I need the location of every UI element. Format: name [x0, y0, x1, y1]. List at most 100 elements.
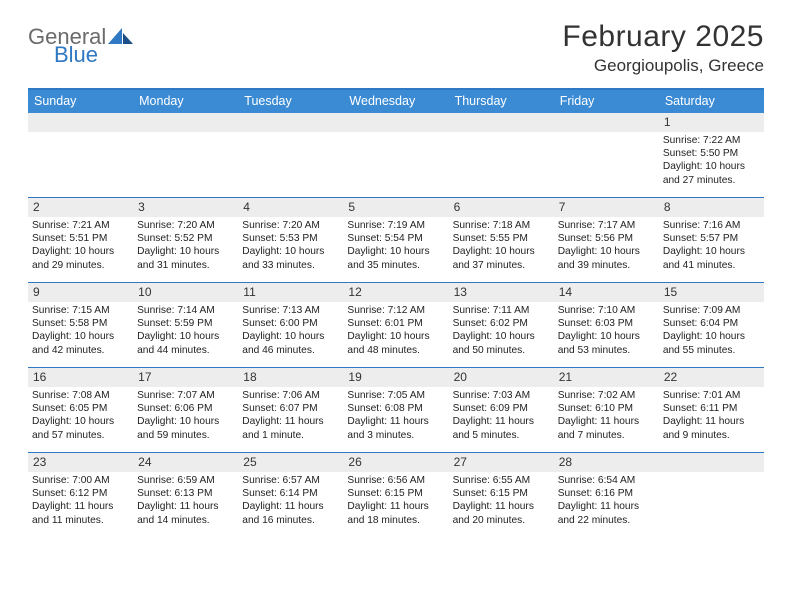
- day-cell: 16Sunrise: 7:08 AMSunset: 6:05 PMDayligh…: [28, 368, 133, 452]
- sunrise-text: Sunrise: 6:57 AM: [242, 474, 339, 487]
- day-number: 6: [449, 198, 554, 217]
- sunset-text: Sunset: 6:15 PM: [453, 487, 550, 500]
- day-number: 19: [343, 368, 448, 387]
- sunset-text: Sunset: 5:59 PM: [137, 317, 234, 330]
- sunrise-text: Sunrise: 7:14 AM: [137, 304, 234, 317]
- calendar: SundayMondayTuesdayWednesdayThursdayFrid…: [28, 90, 764, 537]
- day-cell: 12Sunrise: 7:12 AMSunset: 6:01 PMDayligh…: [343, 283, 448, 367]
- sunset-text: Sunset: 6:06 PM: [137, 402, 234, 415]
- day-number: 11: [238, 283, 343, 302]
- sunset-text: Sunset: 6:13 PM: [137, 487, 234, 500]
- sunset-text: Sunset: 5:54 PM: [347, 232, 444, 245]
- day-number: 8: [659, 198, 764, 217]
- sunset-text: Sunset: 6:05 PM: [32, 402, 129, 415]
- day-number: 17: [133, 368, 238, 387]
- day-cell: 3Sunrise: 7:20 AMSunset: 5:52 PMDaylight…: [133, 198, 238, 282]
- day-number: 20: [449, 368, 554, 387]
- sunrise-text: Sunrise: 7:19 AM: [347, 219, 444, 232]
- daylight-text: Daylight: 11 hours and 14 minutes.: [137, 500, 234, 526]
- daylight-text: Daylight: 11 hours and 20 minutes.: [453, 500, 550, 526]
- daylight-text: Daylight: 10 hours and 33 minutes.: [242, 245, 339, 271]
- day-cell: 23Sunrise: 7:00 AMSunset: 6:12 PMDayligh…: [28, 453, 133, 537]
- day-cell: 1Sunrise: 7:22 AMSunset: 5:50 PMDaylight…: [659, 113, 764, 197]
- sunrise-text: Sunrise: 7:05 AM: [347, 389, 444, 402]
- sunset-text: Sunset: 5:57 PM: [663, 232, 760, 245]
- sunset-text: Sunset: 5:58 PM: [32, 317, 129, 330]
- empty-cell: [133, 113, 238, 197]
- daylight-text: Daylight: 10 hours and 29 minutes.: [32, 245, 129, 271]
- daylight-text: Daylight: 11 hours and 1 minute.: [242, 415, 339, 441]
- daylight-text: Daylight: 11 hours and 3 minutes.: [347, 415, 444, 441]
- sunrise-text: Sunrise: 7:18 AM: [453, 219, 550, 232]
- daylight-text: Daylight: 11 hours and 11 minutes.: [32, 500, 129, 526]
- sunrise-text: Sunrise: 7:01 AM: [663, 389, 760, 402]
- day-number: 4: [238, 198, 343, 217]
- day-header: Friday: [554, 90, 659, 113]
- daylight-text: Daylight: 10 hours and 48 minutes.: [347, 330, 444, 356]
- week-row: 1Sunrise: 7:22 AMSunset: 5:50 PMDaylight…: [28, 113, 764, 198]
- daylight-text: Daylight: 10 hours and 39 minutes.: [558, 245, 655, 271]
- week-row: 23Sunrise: 7:00 AMSunset: 6:12 PMDayligh…: [28, 453, 764, 537]
- day-number: [554, 113, 659, 132]
- daylight-text: Daylight: 10 hours and 44 minutes.: [137, 330, 234, 356]
- day-number: [659, 453, 764, 472]
- sunset-text: Sunset: 6:02 PM: [453, 317, 550, 330]
- day-number: 26: [343, 453, 448, 472]
- sunrise-text: Sunrise: 7:00 AM: [32, 474, 129, 487]
- daylight-text: Daylight: 10 hours and 46 minutes.: [242, 330, 339, 356]
- daylight-text: Daylight: 10 hours and 42 minutes.: [32, 330, 129, 356]
- day-number: 21: [554, 368, 659, 387]
- day-cell: 21Sunrise: 7:02 AMSunset: 6:10 PMDayligh…: [554, 368, 659, 452]
- sunset-text: Sunset: 5:56 PM: [558, 232, 655, 245]
- sunset-text: Sunset: 6:08 PM: [347, 402, 444, 415]
- sunset-text: Sunset: 6:07 PM: [242, 402, 339, 415]
- daylight-text: Daylight: 11 hours and 22 minutes.: [558, 500, 655, 526]
- header: General February 2025 Georgioupolis, Gre…: [28, 20, 764, 76]
- sunrise-text: Sunrise: 7:21 AM: [32, 219, 129, 232]
- sunrise-text: Sunrise: 6:59 AM: [137, 474, 234, 487]
- day-number: 27: [449, 453, 554, 472]
- daylight-text: Daylight: 10 hours and 41 minutes.: [663, 245, 760, 271]
- daylight-text: Daylight: 10 hours and 37 minutes.: [453, 245, 550, 271]
- day-cell: 4Sunrise: 7:20 AMSunset: 5:53 PMDaylight…: [238, 198, 343, 282]
- day-cell: 2Sunrise: 7:21 AMSunset: 5:51 PMDaylight…: [28, 198, 133, 282]
- sunrise-text: Sunrise: 7:09 AM: [663, 304, 760, 317]
- daylight-text: Daylight: 11 hours and 9 minutes.: [663, 415, 760, 441]
- day-header: Thursday: [449, 90, 554, 113]
- day-cell: 8Sunrise: 7:16 AMSunset: 5:57 PMDaylight…: [659, 198, 764, 282]
- day-cell: 7Sunrise: 7:17 AMSunset: 5:56 PMDaylight…: [554, 198, 659, 282]
- day-cell: 26Sunrise: 6:56 AMSunset: 6:15 PMDayligh…: [343, 453, 448, 537]
- day-cell: 10Sunrise: 7:14 AMSunset: 5:59 PMDayligh…: [133, 283, 238, 367]
- sunrise-text: Sunrise: 7:02 AM: [558, 389, 655, 402]
- sunset-text: Sunset: 6:15 PM: [347, 487, 444, 500]
- daylight-text: Daylight: 11 hours and 7 minutes.: [558, 415, 655, 441]
- day-number: [133, 113, 238, 132]
- day-number: 28: [554, 453, 659, 472]
- daylight-text: Daylight: 11 hours and 5 minutes.: [453, 415, 550, 441]
- brand-text-blue: Blue: [54, 42, 98, 68]
- sunrise-text: Sunrise: 7:10 AM: [558, 304, 655, 317]
- daylight-text: Daylight: 10 hours and 53 minutes.: [558, 330, 655, 356]
- sunrise-text: Sunrise: 7:15 AM: [32, 304, 129, 317]
- day-number: 22: [659, 368, 764, 387]
- sunrise-text: Sunrise: 7:06 AM: [242, 389, 339, 402]
- sunrise-text: Sunrise: 7:03 AM: [453, 389, 550, 402]
- sunset-text: Sunset: 6:16 PM: [558, 487, 655, 500]
- sunset-text: Sunset: 6:01 PM: [347, 317, 444, 330]
- sunset-text: Sunset: 5:52 PM: [137, 232, 234, 245]
- sunset-text: Sunset: 6:04 PM: [663, 317, 760, 330]
- day-number: 7: [554, 198, 659, 217]
- day-number: 1: [659, 113, 764, 132]
- empty-cell: [238, 113, 343, 197]
- month-title: February 2025: [562, 20, 764, 54]
- day-number: [449, 113, 554, 132]
- sunset-text: Sunset: 5:50 PM: [663, 147, 760, 160]
- sunrise-text: Sunrise: 6:55 AM: [453, 474, 550, 487]
- day-cell: 14Sunrise: 7:10 AMSunset: 6:03 PMDayligh…: [554, 283, 659, 367]
- day-cell: 9Sunrise: 7:15 AMSunset: 5:58 PMDaylight…: [28, 283, 133, 367]
- week-row: 9Sunrise: 7:15 AMSunset: 5:58 PMDaylight…: [28, 283, 764, 368]
- day-number: 24: [133, 453, 238, 472]
- empty-cell: [28, 113, 133, 197]
- day-number: 5: [343, 198, 448, 217]
- day-cell: 11Sunrise: 7:13 AMSunset: 6:00 PMDayligh…: [238, 283, 343, 367]
